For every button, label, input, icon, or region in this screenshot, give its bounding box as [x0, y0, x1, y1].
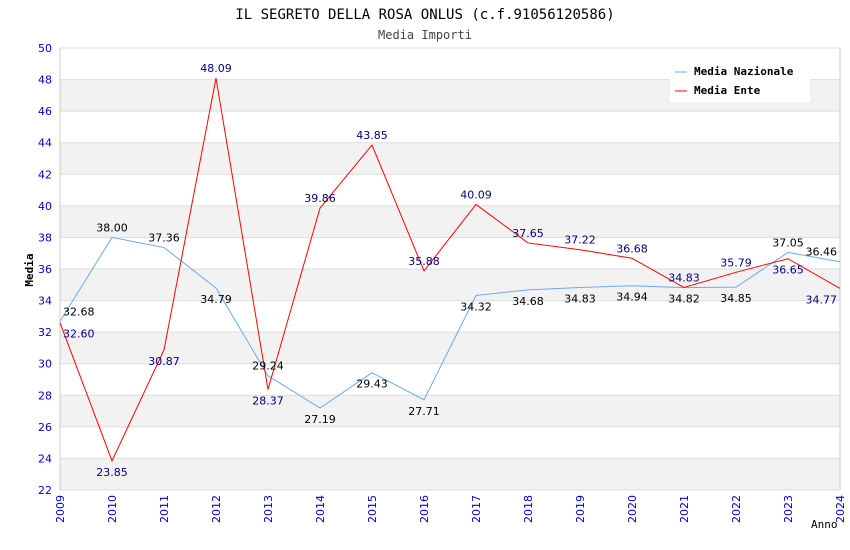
data-label: 37.65	[512, 227, 544, 240]
data-label: 39.86	[304, 192, 336, 205]
data-label: 32.68	[63, 305, 95, 318]
data-label: 34.32	[460, 301, 492, 314]
y-tick-label: 36	[38, 263, 52, 276]
y-tick-label: 26	[38, 421, 52, 434]
x-tick-label: 2020	[626, 495, 639, 523]
x-tick-label: 2010	[106, 495, 119, 523]
y-tick-label: 30	[38, 358, 52, 371]
data-label: 37.36	[148, 232, 180, 245]
x-tick-label: 2014	[314, 495, 327, 523]
y-tick-label: 28	[38, 389, 52, 402]
y-tick-label: 44	[38, 137, 52, 150]
legend-label-ente: Media Ente	[694, 84, 761, 97]
grid-band	[60, 269, 840, 301]
x-tick-label: 2019	[574, 495, 587, 523]
x-tick-label: 2009	[54, 495, 67, 523]
data-label: 34.77	[806, 293, 838, 306]
y-tick-label: 32	[38, 326, 52, 339]
data-label: 35.79	[720, 256, 752, 269]
data-label: 30.87	[148, 355, 180, 368]
data-label: 34.82	[668, 293, 700, 306]
data-label: 29.24	[252, 360, 284, 373]
y-tick-label: 38	[38, 231, 52, 244]
data-label: 34.68	[512, 295, 544, 308]
data-label: 27.19	[304, 413, 336, 426]
y-tick-label: 50	[38, 42, 52, 55]
data-label: 43.85	[356, 129, 388, 142]
data-label: 34.83	[668, 271, 700, 284]
y-tick-label: 46	[38, 105, 52, 118]
x-tick-label: 2016	[418, 495, 431, 523]
y-tick-label: 34	[38, 295, 52, 308]
x-tick-label: 2017	[470, 495, 483, 523]
data-label: 34.79	[200, 293, 232, 306]
grid-band	[60, 458, 840, 490]
data-label: 27.71	[408, 405, 440, 418]
y-axis-label: Media	[23, 253, 36, 286]
y-tick-label: 48	[38, 74, 52, 87]
data-label: 36.46	[806, 246, 838, 259]
x-tick-label: 2023	[782, 495, 795, 523]
legend: Media Nazionale Media Ente	[670, 60, 810, 102]
data-label: 37.05	[772, 236, 804, 249]
series-line-nazionale	[59, 236, 841, 409]
y-tick-label: 40	[38, 200, 52, 213]
data-label: 34.83	[564, 292, 596, 305]
chart-subtitle: Media Importi	[378, 28, 472, 42]
x-tick-label: 2022	[730, 495, 743, 523]
legend-label-nazionale: Media Nazionale	[694, 65, 794, 78]
data-label: 48.09	[200, 62, 232, 75]
data-label: 34.85	[720, 292, 752, 305]
x-tick-label: 2012	[210, 495, 223, 523]
data-label: 36.65	[772, 264, 804, 277]
data-label: 36.68	[616, 242, 648, 255]
data-label: 35.88	[408, 255, 440, 268]
chart-title: IL SEGRETO DELLA ROSA ONLUS (c.f.9105612…	[235, 7, 614, 23]
x-tick-label: 2013	[262, 495, 275, 523]
data-label: 37.22	[564, 234, 596, 247]
x-axis-label: Anno	[811, 518, 838, 531]
grid-band	[60, 205, 840, 238]
x-tick-label: 2024	[834, 495, 847, 523]
x-tick-label: 2018	[522, 495, 535, 523]
data-label: 28.37	[252, 394, 284, 407]
y-tick-label: 42	[38, 168, 52, 181]
data-label: 38.00	[96, 221, 128, 234]
grid-band	[60, 395, 840, 427]
data-label: 23.85	[96, 466, 128, 479]
y-tick-label: 24	[38, 452, 52, 465]
grid-band	[60, 142, 840, 175]
data-label: 29.43	[356, 378, 388, 391]
x-tick-label: 2021	[678, 495, 691, 523]
x-tick-label: 2015	[366, 495, 379, 523]
y-tick-label: 22	[38, 484, 52, 497]
data-label: 34.94	[616, 291, 648, 304]
data-label: 32.60	[63, 328, 95, 341]
x-tick-label: 2011	[158, 495, 171, 523]
data-label: 40.09	[460, 188, 492, 201]
series-line-ente	[59, 78, 841, 463]
